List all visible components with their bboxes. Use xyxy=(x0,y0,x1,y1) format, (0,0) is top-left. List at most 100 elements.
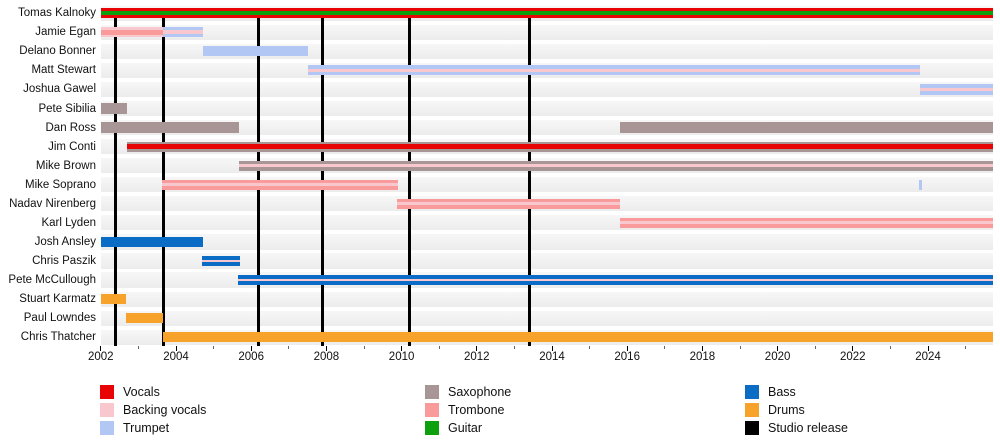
member-label: Mike Soprano xyxy=(25,178,96,191)
instrument-stripe-vocals xyxy=(100,8,993,12)
instrument-stripe-saxophone xyxy=(619,122,993,133)
instrument-stripe-backing_vocals xyxy=(162,183,398,187)
timeline-bar xyxy=(100,27,163,38)
x-axis-major-tick xyxy=(551,346,553,351)
x-axis-major-tick xyxy=(100,346,102,351)
timeline-bar xyxy=(307,65,920,76)
member-label: Joshua Gawel xyxy=(23,83,96,96)
x-axis-tick-label: 2008 xyxy=(313,351,340,363)
instrument-stripe-trombone xyxy=(619,217,993,222)
timeline-bar xyxy=(619,217,993,228)
x-axis-minor-tick xyxy=(363,346,365,349)
x-axis-tick-label: 2002 xyxy=(88,351,114,363)
legend-swatch-studio_release xyxy=(745,421,759,435)
instrument-stripe-backing_vocals xyxy=(100,34,163,38)
instrument-stripe-trombone xyxy=(619,224,993,228)
x-axis-major-tick xyxy=(927,346,929,351)
x-axis-major-tick xyxy=(325,346,327,351)
row-band xyxy=(100,291,993,307)
legend-label: Guitar xyxy=(448,421,483,435)
legend-swatch-drums xyxy=(745,403,759,417)
studio-release-line xyxy=(407,17,411,346)
member-label: Matt Stewart xyxy=(31,64,96,77)
legend-swatch-bass xyxy=(745,385,759,399)
timeline-bar xyxy=(919,84,993,95)
row-band xyxy=(100,24,993,40)
member-label: Pete Sibilia xyxy=(38,102,96,115)
instrument-stripe-saxophone xyxy=(127,149,993,152)
timeline-bar xyxy=(162,27,204,38)
instrument-stripe-saxophone xyxy=(100,103,128,114)
member-label: Josh Ansley xyxy=(34,235,96,248)
instrument-stripe-vocals xyxy=(127,143,993,150)
timeline-bar xyxy=(162,332,993,343)
timeline-bar xyxy=(100,294,127,305)
row-band xyxy=(100,310,993,326)
instrument-stripe-guitar xyxy=(100,11,993,16)
x-axis-major-tick xyxy=(777,346,779,351)
timeline-bar xyxy=(919,179,922,190)
instrument-stripe-backing_vocals xyxy=(100,27,163,30)
timeline-bar xyxy=(100,8,993,19)
x-axis-tick-label: 2010 xyxy=(388,351,415,363)
x-axis-minor-tick xyxy=(137,346,139,349)
x-axis-minor-tick xyxy=(213,346,215,349)
timeline-bar xyxy=(127,141,993,152)
timeline-bar xyxy=(238,274,993,286)
instrument-stripe-backing_vocals xyxy=(307,68,920,72)
member-label: Paul Lowndes xyxy=(23,312,96,325)
member-label: Chris Thatcher xyxy=(20,331,96,344)
instrument-stripe-backing_vocals xyxy=(919,87,993,91)
member-label: Jim Conti xyxy=(48,140,96,153)
row-band xyxy=(100,234,993,250)
legend-swatch-saxophone xyxy=(425,385,439,399)
x-axis-major-tick xyxy=(852,346,854,351)
instrument-stripe-drums xyxy=(162,332,993,343)
instrument-stripe-bass xyxy=(238,281,993,286)
member-label: Jamie Egan xyxy=(35,26,96,39)
timeline-bar xyxy=(126,313,163,324)
legend-item-studio_release: Studio release xyxy=(745,420,848,436)
row-band xyxy=(100,81,993,98)
member-label: Karl Lyden xyxy=(41,216,96,229)
instrument-stripe-bass xyxy=(238,274,993,279)
legend-item-backing_vocals: Backing vocals xyxy=(100,402,206,418)
x-axis-tick-label: 2022 xyxy=(840,351,866,363)
x-axis-minor-tick xyxy=(288,346,290,349)
legend-swatch-trumpet xyxy=(100,421,114,435)
timeline-bar xyxy=(619,122,993,133)
x-axis-tick-label: 2016 xyxy=(614,351,640,363)
legend-swatch-vocals xyxy=(100,385,114,399)
instrument-stripe-trombone xyxy=(396,198,620,203)
x-axis-tick-label: 2012 xyxy=(464,351,490,363)
instrument-stripe-trombone xyxy=(100,29,163,35)
instrument-stripe-bass xyxy=(202,262,240,267)
member-label: Tomas Kalnoky xyxy=(18,7,96,20)
x-axis-minor-tick xyxy=(664,346,666,349)
timeline-bar xyxy=(202,255,240,267)
instrument-stripe-trombone xyxy=(162,186,398,190)
legend-label: Vocals xyxy=(123,385,160,399)
x-axis-tick-label: 2004 xyxy=(163,351,189,363)
instrument-stripe-saxophone xyxy=(100,122,239,133)
instrument-stripe-trumpet xyxy=(307,71,920,76)
timeline-bar xyxy=(238,160,993,171)
member-label: Dan Ross xyxy=(45,121,97,134)
x-axis-tick-label: 2006 xyxy=(238,351,264,363)
x-axis-tick-label: 2020 xyxy=(764,351,791,363)
instrument-stripe-bass xyxy=(202,255,240,260)
legend-item-vocals: Vocals xyxy=(100,384,160,400)
instrument-stripe-drums xyxy=(100,294,127,305)
x-axis-minor-tick xyxy=(438,346,440,349)
timeline-bar xyxy=(100,103,128,114)
member-label: Delano Bonner xyxy=(19,45,96,58)
member-label: Pete McCullough xyxy=(8,274,96,287)
instrument-stripe-backing_vocals xyxy=(238,164,993,168)
instrument-stripe-saxophone xyxy=(238,160,993,165)
legend-item-guitar: Guitar xyxy=(425,420,482,436)
x-axis-minor-tick xyxy=(965,346,967,349)
timeline-bar xyxy=(396,198,620,209)
x-axis-major-tick xyxy=(401,346,403,351)
instrument-stripe-trumpet xyxy=(162,34,204,38)
